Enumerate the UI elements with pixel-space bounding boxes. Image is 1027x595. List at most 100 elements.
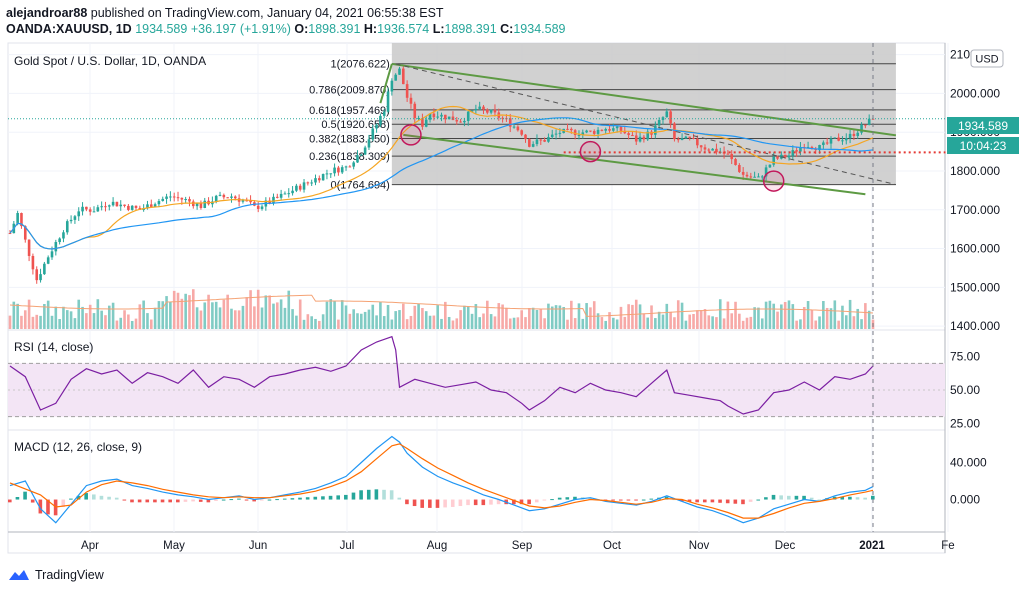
- volume-bar: [130, 320, 134, 329]
- macd-histogram-bar: [420, 499, 425, 508]
- volume-bar: [791, 304, 795, 329]
- candle-body: [165, 196, 168, 199]
- candle-body: [169, 196, 172, 198]
- volume-bar: [241, 305, 245, 329]
- volume-bar: [218, 307, 222, 329]
- candle-body: [146, 204, 149, 209]
- touch-point-circle: [400, 124, 422, 146]
- candle-body: [115, 201, 119, 207]
- volume-bar: [493, 316, 497, 329]
- candle-body: [696, 138, 699, 146]
- macd-histogram-bar: [382, 489, 386, 500]
- volume-bar: [696, 310, 699, 329]
- candle-body: [608, 129, 611, 131]
- macd-histogram-bar: [718, 499, 722, 503]
- macd-histogram-bar: [756, 499, 761, 501]
- macd-histogram-bar: [46, 499, 50, 515]
- volume-bar: [631, 304, 634, 329]
- candle-body: [638, 136, 642, 142]
- candle-body: [623, 130, 627, 134]
- macd-histogram-bar: [351, 492, 356, 500]
- author-name[interactable]: alejandroar88: [6, 6, 88, 20]
- candle-body: [149, 204, 153, 207]
- candle-body: [85, 206, 88, 210]
- low-value: 1898.391: [444, 22, 497, 36]
- volume-bar: [249, 290, 252, 329]
- macd-histogram-bar: [84, 493, 88, 500]
- volume-bar: [321, 314, 325, 329]
- volume-bar: [85, 313, 88, 329]
- volume-bar: [566, 319, 569, 329]
- candle-body: [848, 133, 852, 139]
- candle-body: [657, 120, 661, 126]
- time-tick-label: Apr: [81, 540, 99, 552]
- candle-body: [715, 148, 718, 153]
- volume-bar: [65, 310, 69, 329]
- volume-bar: [520, 310, 523, 329]
- volume-bar: [360, 313, 363, 329]
- candle-body: [318, 178, 321, 181]
- candle-body: [631, 135, 634, 137]
- candle-body: [348, 166, 352, 168]
- candle-body: [856, 132, 860, 137]
- currency-button[interactable]: USD: [970, 49, 1004, 68]
- volume-bar: [573, 318, 577, 329]
- candle-body: [642, 136, 646, 140]
- volume-bar: [199, 310, 203, 329]
- volume-bar: [489, 314, 493, 329]
- candle-body: [337, 167, 340, 173]
- candle-body: [344, 166, 348, 168]
- volume-bar: [822, 301, 825, 329]
- footer-brand-label: TradingView: [35, 568, 104, 582]
- volume-bar: [543, 318, 546, 329]
- volume-bar: [554, 305, 558, 329]
- fib-level-label: 1(2076.622): [331, 59, 390, 71]
- volume-bar: [726, 301, 730, 329]
- volume-bar: [451, 320, 455, 329]
- volume-bar: [245, 297, 249, 329]
- volume-bar: [382, 316, 386, 329]
- volume-bar: [864, 303, 867, 329]
- volume-bar: [398, 310, 401, 329]
- candle-body: [573, 130, 577, 136]
- macd-histogram-bar: [611, 499, 615, 501]
- volume-bar: [738, 313, 741, 329]
- macd-histogram-bar: [855, 497, 860, 500]
- volume-bar: [852, 316, 856, 329]
- volume-bar: [119, 317, 123, 329]
- macd-histogram-bar: [550, 499, 554, 501]
- macd-histogram-bar: [871, 495, 875, 500]
- volume-bar: [413, 305, 417, 329]
- macd-histogram-bar: [542, 499, 547, 501]
- volume-bar: [58, 319, 61, 329]
- volume-bar: [233, 310, 237, 329]
- touch-point-circle: [579, 140, 602, 163]
- macd-histogram-bar: [267, 499, 272, 501]
- candle-body: [707, 149, 711, 151]
- candle-body: [241, 200, 245, 202]
- candle-body: [325, 173, 329, 175]
- volume-bar: [149, 319, 153, 329]
- candle-body: [741, 171, 745, 175]
- volume-bar: [276, 302, 279, 329]
- candle-body: [726, 153, 730, 155]
- candle-body: [799, 147, 802, 152]
- main-pane-title: Gold Spot / U.S. Dollar, 1D, OANDA: [14, 54, 206, 68]
- candle-body: [245, 200, 249, 202]
- macd-histogram-bar: [573, 496, 577, 500]
- volume-bar: [558, 305, 562, 329]
- footer-brand[interactable]: TradingView: [8, 568, 104, 582]
- candle-body: [283, 193, 287, 195]
- candle-body: [738, 165, 741, 172]
- volume-bar: [386, 304, 390, 329]
- volume-bar: [562, 306, 565, 329]
- candle-body: [864, 124, 867, 126]
- candle-body: [50, 251, 54, 258]
- macd-tick-label: 0.000: [950, 493, 980, 507]
- volume-bar: [165, 296, 168, 329]
- volume-bar: [753, 307, 756, 329]
- volume-bar: [463, 305, 466, 329]
- candle-body: [35, 269, 39, 281]
- macd-histogram-bar: [160, 499, 165, 503]
- macd-histogram-bar: [397, 497, 402, 500]
